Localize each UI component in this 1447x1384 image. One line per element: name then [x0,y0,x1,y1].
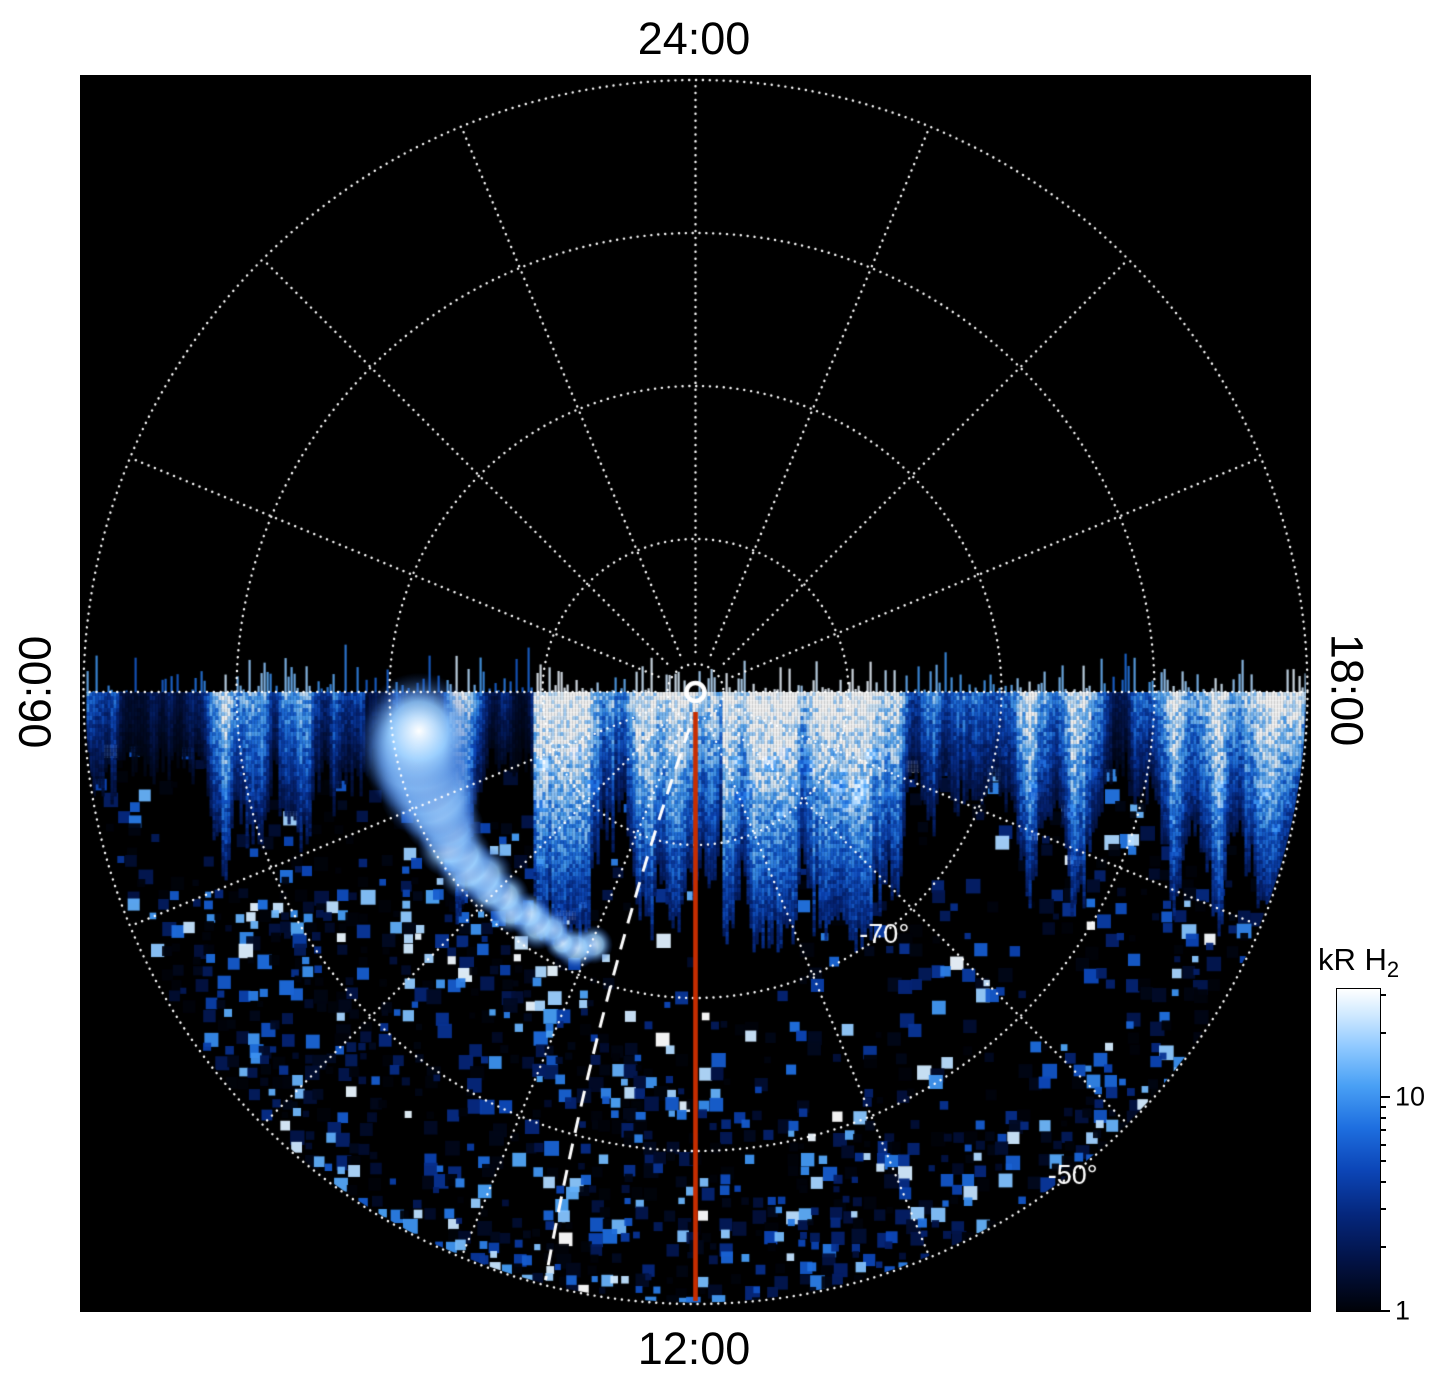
colorbar-minor-tick [1380,1245,1386,1248]
axis-label-top: 24:00 [637,13,751,64]
colorbar-minor-tick [1380,1181,1386,1184]
polar-plot [80,75,1311,1312]
colorbar-tick-label: 1 [1395,1295,1411,1326]
colorbar: 10 1 [1336,988,1425,1326]
colorbar-minor-tick [1380,1116,1386,1119]
colorbar-gradient [1337,989,1380,1311]
colorbar-minor-tick [1380,1129,1386,1132]
colorbar-minor-tick [1380,1160,1386,1163]
colorbar-minor-tick [1380,1207,1386,1210]
colorbar-major-tick [1380,1096,1390,1099]
colorbar-tick-label: 10 [1395,1081,1426,1112]
axis-label-bottom: 12:00 [637,1323,751,1374]
colorbar-minor-tick [1380,1105,1386,1108]
axis-label-right: 18:00 [1321,633,1373,747]
colorbar-minor-tick [1380,993,1386,996]
colorbar-minor-tick [1380,1143,1386,1146]
colorbar-minor-tick [1380,1031,1386,1034]
polar-plot-canvas [80,75,1311,1312]
colorbar-title-main: kR H [1318,942,1387,977]
colorbar-ticks: 10 1 [1337,989,1425,1326]
colorbar-title-sub: 2 [1386,957,1400,983]
colorbar-major-tick [1380,1310,1390,1312]
axis-label-left: 06:00 [9,635,61,749]
colorbar-title: kR H2 [1318,942,1399,983]
